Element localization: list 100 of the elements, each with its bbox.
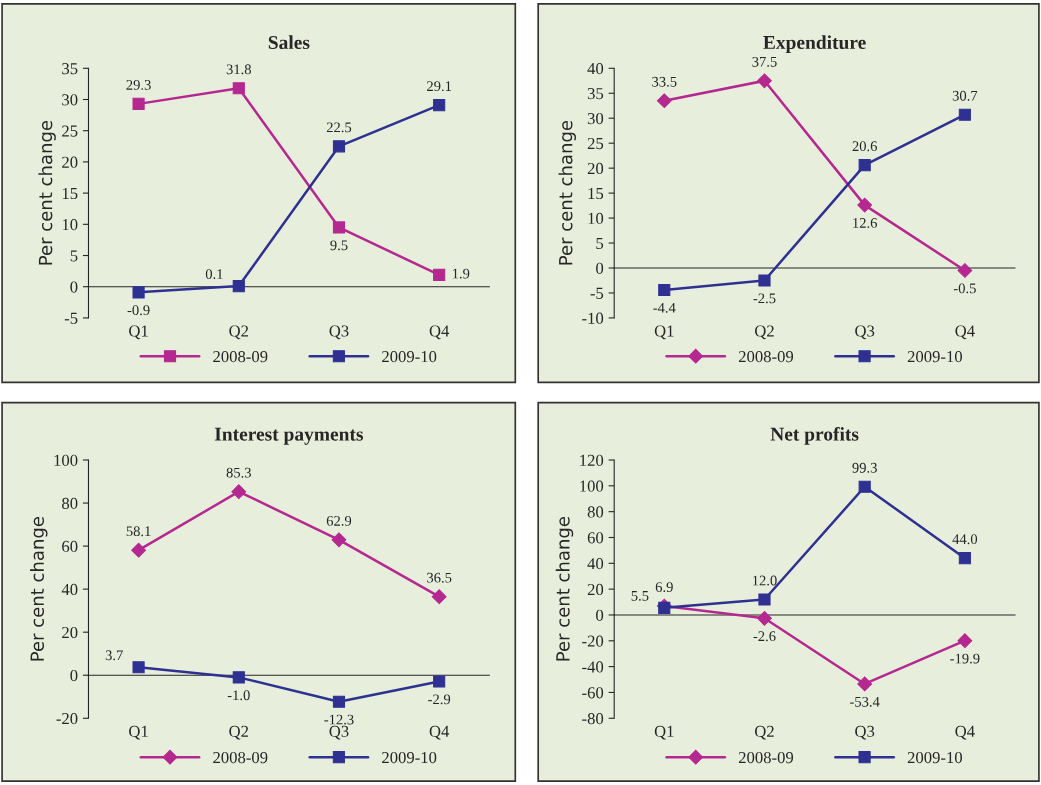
data-label: -2.6 — [753, 631, 776, 642]
data-label: -0.9 — [127, 305, 150, 316]
chart-title: Net profits — [770, 426, 859, 445]
x-tick-label: Q3 — [855, 325, 875, 340]
data-label: 20.6 — [852, 141, 878, 152]
data-label: 44.0 — [952, 534, 978, 545]
x-tick-label: Q2 — [754, 325, 774, 340]
x-tick-label: Q3 — [855, 725, 875, 740]
y-tick-label: 0 — [596, 609, 604, 621]
legend-label: 2008-09 — [738, 350, 794, 363]
y-tick-label: 60 — [587, 532, 604, 544]
point — [431, 589, 447, 605]
y-tick-label: 60 — [62, 540, 78, 553]
y-tick-label: -20 — [56, 712, 78, 725]
point — [332, 140, 346, 153]
y-tick-label: 25 — [587, 137, 604, 150]
y-tick-label: 100 — [580, 480, 604, 492]
y-tick-label: 10 — [588, 212, 604, 225]
chart-title: Interest payments — [214, 427, 364, 445]
y-tick-label: 20 — [587, 583, 604, 596]
legend-label: 2009-10 — [382, 350, 437, 363]
point — [758, 593, 771, 606]
x-tick-label: Q4 — [429, 325, 450, 340]
point — [433, 675, 446, 688]
y-tick-label: 30 — [587, 112, 604, 125]
data-label: 36.5 — [427, 572, 452, 583]
data-label: 22.5 — [326, 122, 352, 133]
y-tick-label: 5 — [596, 237, 604, 249]
y-tick-label: -5 — [64, 312, 78, 324]
data-label: 37.5 — [752, 56, 777, 67]
y-tick-label: 40 — [587, 558, 604, 570]
y-tick-label: 100 — [54, 454, 78, 466]
y-tick-label: 5 — [70, 250, 78, 262]
point — [232, 280, 245, 293]
point — [132, 97, 145, 110]
point — [857, 676, 873, 692]
y-tick-label: 0 — [70, 669, 78, 682]
x-tick-label: Q4 — [955, 325, 975, 340]
y-tick-label: 15 — [62, 187, 78, 200]
chart-title: Expenditure — [763, 35, 866, 53]
data-label: 85.3 — [226, 467, 251, 478]
y-axis-title: Per cent change — [558, 120, 576, 265]
data-label: 5.5 — [631, 591, 649, 601]
data-label: 62.9 — [326, 515, 352, 526]
y-tick-label: -40 — [582, 661, 604, 673]
point — [433, 268, 446, 281]
x-tick-label: Q3 — [329, 725, 349, 740]
x-tick-label: Q3 — [329, 325, 349, 340]
y-axis-title: Per cent change — [38, 120, 56, 265]
point — [757, 610, 772, 626]
legend-label: 2009-10 — [382, 751, 437, 764]
point — [132, 661, 145, 674]
x-tick-label: Q1 — [129, 325, 148, 340]
data-label: 30.7 — [952, 90, 978, 101]
y-tick-label: 35 — [62, 63, 78, 75]
point — [958, 552, 971, 565]
y-tick-label: -60 — [582, 687, 604, 699]
data-label: 3.7 — [105, 650, 123, 661]
data-label: -4.4 — [653, 302, 676, 313]
y-tick-label: 0 — [596, 262, 604, 274]
point — [757, 73, 772, 89]
y-tick-label: 35 — [587, 88, 604, 100]
data-label: -0.5 — [953, 283, 976, 294]
point — [332, 695, 346, 708]
point — [433, 99, 446, 112]
point — [857, 197, 873, 213]
point — [132, 286, 145, 299]
point — [957, 633, 973, 649]
x-tick-label: Q2 — [754, 725, 774, 740]
chart-title: Sales — [268, 35, 310, 50]
point — [858, 159, 871, 172]
data-label: -19.9 — [950, 653, 980, 664]
data-label: -2.9 — [428, 694, 451, 705]
x-tick-label: Q4 — [955, 725, 975, 740]
legend-label: 2009-10 — [907, 751, 962, 764]
x-tick-label: Q1 — [129, 725, 148, 740]
data-label: -53.4 — [850, 696, 880, 707]
y-tick-label: 20 — [62, 156, 78, 168]
point — [758, 274, 771, 287]
y-tick-label: 15 — [588, 187, 604, 200]
data-label: 6.9 — [655, 582, 673, 593]
data-label: 12.6 — [853, 218, 878, 228]
data-label: 0.1 — [205, 269, 223, 280]
x-tick-label: Q4 — [429, 725, 450, 740]
y-tick-label: -10 — [582, 312, 604, 324]
y-tick-label: 25 — [62, 125, 78, 137]
y-tick-label: -20 — [582, 635, 604, 647]
point — [658, 283, 671, 297]
legend-label: 2008-09 — [213, 350, 268, 363]
point — [656, 93, 672, 109]
y-tick-label: 20 — [587, 162, 604, 175]
point — [231, 484, 247, 500]
data-label: 1.9 — [452, 268, 470, 279]
y-axis-title: Per cent change — [30, 516, 48, 661]
y-tick-label: 0 — [70, 281, 78, 293]
legend-label: 2008-09 — [213, 751, 268, 764]
data-label: 29.3 — [126, 79, 151, 90]
y-tick-label: 30 — [62, 94, 78, 106]
point — [957, 263, 973, 278]
y-tick-label: 40 — [587, 62, 604, 75]
